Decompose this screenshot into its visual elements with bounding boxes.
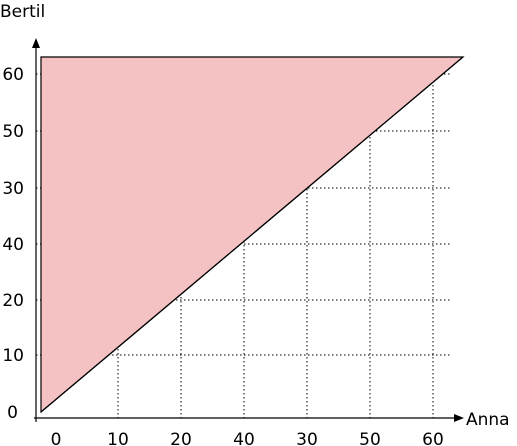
x-tick-label: 30 bbox=[296, 430, 318, 446]
x-tick-label: 20 bbox=[170, 430, 192, 446]
y-axis-title: Bertil bbox=[0, 2, 45, 22]
y-tick-label: 20 bbox=[2, 291, 24, 311]
x-axis-title: Anna bbox=[466, 410, 510, 430]
y-tick-label: 40 bbox=[2, 235, 24, 255]
y-tick-label: 50 bbox=[2, 122, 24, 142]
y-tick-label: 60 bbox=[2, 65, 24, 85]
diagonal-line bbox=[40, 56, 464, 413]
y-tick-labels: 0 10 20 40 30 50 60 bbox=[2, 65, 24, 423]
x-tick-label: 10 bbox=[107, 430, 129, 446]
x-tick-label: 60 bbox=[422, 430, 444, 446]
y-tick-label: 30 bbox=[2, 179, 24, 199]
x-tick-label: 50 bbox=[359, 430, 381, 446]
x-axis-arrow-icon bbox=[454, 414, 464, 422]
y-tick-label: 0 bbox=[7, 403, 18, 423]
y-axis-arrow-icon bbox=[32, 38, 40, 48]
x-tick-label: 40 bbox=[233, 430, 255, 446]
x-tick-label: 0 bbox=[51, 430, 62, 446]
x-tick-labels: 0 10 20 40 30 50 60 bbox=[51, 430, 444, 446]
y-tick-label: 10 bbox=[2, 346, 24, 366]
